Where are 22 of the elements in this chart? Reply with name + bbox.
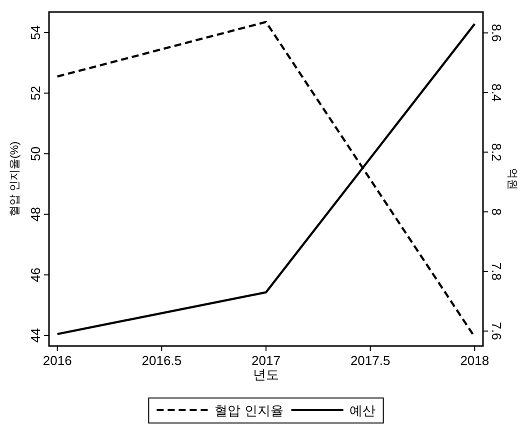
y2-tick-label: 8.6 bbox=[489, 24, 504, 42]
x-tick-label: 2017 bbox=[252, 353, 280, 368]
y-tick-label: 44 bbox=[28, 328, 43, 343]
x-tick-label: 2017.5 bbox=[350, 353, 390, 368]
y2-tick-label: 8.4 bbox=[489, 83, 504, 102]
y-tick-label: 48 bbox=[28, 207, 43, 222]
y-axis-title: 혈압 인지율(%) bbox=[9, 141, 21, 217]
y2-tick-label: 8 bbox=[489, 208, 504, 216]
x-tick-label: 2016 bbox=[42, 353, 72, 368]
x-tick-label: 2016.5 bbox=[142, 353, 182, 368]
x-tick-label: 2018 bbox=[460, 353, 490, 368]
y2-tick-label: 7.8 bbox=[489, 262, 504, 280]
y-tick-label: 46 bbox=[28, 268, 43, 282]
y2-tick-label: 7.6 bbox=[489, 322, 504, 340]
y2-tick-label: 8.2 bbox=[489, 143, 504, 162]
y-tick-label: 54 bbox=[28, 25, 43, 40]
legend-label: 예산 bbox=[349, 403, 376, 418]
legend-label: 혈압 인지율 bbox=[214, 403, 284, 418]
y-tick-label: 52 bbox=[28, 86, 43, 100]
y-tick-label: 50 bbox=[28, 146, 43, 161]
x-axis-title: 년도 bbox=[253, 367, 279, 382]
y2-axis-title: 억원 bbox=[506, 168, 518, 190]
